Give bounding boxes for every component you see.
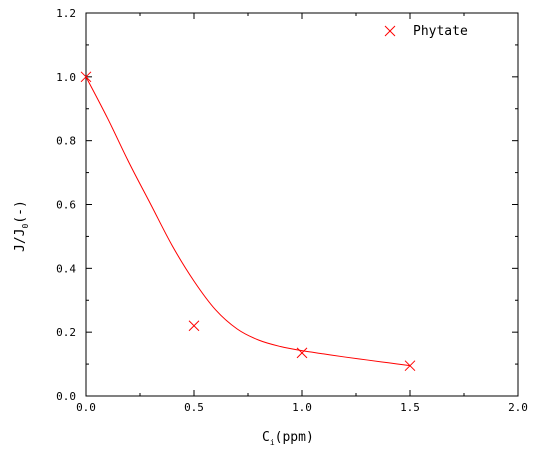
data-point-stroke [404,360,416,372]
y-tick-label: 0.2 [56,326,76,339]
legend-label-phytate: Phytate [413,24,468,39]
data-point-stroke [296,347,308,359]
x-axis-title-base: C [262,430,270,445]
data-point [404,360,416,372]
x-tick-label: 0.5 [184,401,204,414]
y-axis-title-rest: (-) [13,200,28,223]
data-point [80,71,92,83]
data-point-stroke [80,71,92,83]
x-tick-label: 0.0 [76,401,96,414]
y-tick-label: 1.2 [56,7,76,20]
y-tick-label: 0.8 [56,135,76,148]
data-point [296,347,308,359]
y-tick-label: 0.0 [56,390,76,403]
legend: Phytate [384,24,468,39]
tick-labels: 0.0 0.5 1.0 1.5 2.0 0.0 0.2 0.4 0.6 0.8 1.0 1.2 [56,7,528,414]
fit-curve-phytate [85,76,411,367]
axis-ticks [85,12,519,397]
y-axis-title-base: J/J [13,229,28,252]
x-axis-title-rest: (ppm) [275,430,314,445]
x-tick-label: 1.5 [400,401,420,414]
x-axis-title-sub: i [270,438,275,447]
x-tick-label: 2.0 [508,401,528,414]
y-tick-label: 0.4 [56,262,76,275]
y-axis-title: J/J0(-) [13,200,30,252]
y-tick-label: 0.6 [56,199,76,212]
data-point-stroke [188,320,200,332]
y-tick-label: 1.0 [56,71,76,84]
data-point [188,320,200,332]
legend-marker [384,25,396,37]
y-axis-title-sub: 0 [21,224,30,229]
x-axis-title: Ci(ppm) [262,430,314,447]
data-points [80,71,416,372]
x-tick-label: 1.0 [292,401,312,414]
